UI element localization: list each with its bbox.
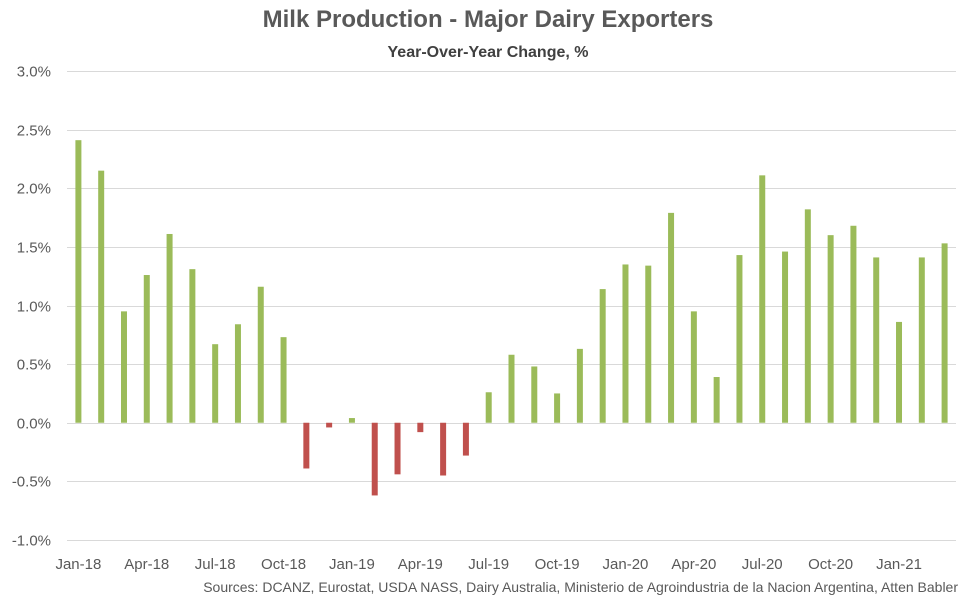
bar-jan-20 [622, 264, 629, 423]
gridlines [67, 71, 956, 541]
x-axis-ticks: Jan-18 Apr-18 Jul-18 Oct-18 Jan-19 Apr-19 Jul-… [55, 556, 921, 573]
y-axis-ticks: -1.0% -0.5% 0.0% 0.5% 1.0% 1.5% 2.0% 2.5% 3.0% [12, 64, 51, 550]
bar-feb-21 [918, 257, 925, 423]
y-tick-label: 1.5% [17, 240, 51, 257]
bars [75, 140, 948, 496]
bar-may-19 [440, 422, 447, 476]
bar-jan-21 [896, 321, 903, 423]
bar-jan-18 [75, 140, 82, 423]
bar-feb-19 [371, 422, 378, 496]
bar-jun-20 [736, 255, 743, 423]
bar-sep-18 [257, 286, 264, 423]
bar-nov-19 [576, 348, 583, 423]
x-tick-label: Oct-19 [535, 556, 580, 573]
bar-jun-18 [189, 269, 196, 423]
y-tick-label: 0.5% [17, 357, 51, 374]
bar-nov-18 [303, 422, 310, 469]
chart-title: Milk Production - Major Dairy Exporters [262, 6, 714, 33]
y-tick-label: 0.0% [17, 416, 51, 433]
x-tick-label: Jul-20 [742, 556, 783, 573]
chart-source-note: Sources: DCANZ, Eurostat, USDA NASS, Dai… [203, 579, 958, 595]
bar-jul-18 [212, 344, 219, 423]
bar-feb-18 [98, 170, 105, 423]
bar-mar-19 [394, 422, 401, 475]
bar-dec-19 [599, 289, 606, 423]
bar-apr-18 [143, 275, 150, 423]
bar-feb-20 [645, 265, 652, 423]
bar-sep-19 [531, 366, 538, 423]
bar-sep-20 [804, 209, 811, 423]
bar-jul-19 [485, 392, 492, 423]
y-tick-label: 2.5% [17, 123, 51, 140]
x-tick-label: Jan-19 [329, 556, 375, 573]
bar-may-20 [713, 377, 720, 423]
x-tick-label: Apr-19 [398, 556, 443, 573]
x-tick-label: Apr-20 [671, 556, 716, 573]
bar-aug-18 [234, 324, 241, 423]
chart-subtitle: Year-Over-Year Change, % [387, 44, 589, 61]
bar-apr-20 [690, 311, 697, 423]
x-tick-label: Oct-18 [261, 556, 306, 573]
x-tick-label: Jan-21 [876, 556, 922, 573]
bar-aug-19 [508, 354, 515, 423]
x-tick-label: Jul-19 [468, 556, 509, 573]
y-tick-label: -0.5% [12, 474, 51, 491]
x-tick-label: Apr-18 [124, 556, 169, 573]
y-tick-label: 3.0% [17, 64, 51, 81]
bar-dec-20 [873, 257, 880, 423]
x-tick-label: Jan-18 [55, 556, 101, 573]
bar-jul-20 [759, 175, 766, 423]
x-tick-label: Oct-20 [808, 556, 853, 573]
bar-mar-20 [668, 212, 675, 423]
bar-aug-20 [782, 251, 789, 423]
x-tick-label: Jul-18 [195, 556, 236, 573]
bar-jun-19 [462, 422, 469, 456]
bar-dec-18 [326, 422, 333, 428]
bar-oct-20 [827, 235, 834, 423]
bar-mar-21 [941, 243, 948, 423]
bar-oct-19 [554, 393, 561, 423]
y-tick-label: 2.0% [17, 181, 51, 198]
bar-jan-19 [348, 418, 355, 423]
bar-nov-20 [850, 225, 857, 423]
y-tick-label: 1.0% [17, 299, 51, 316]
bar-oct-18 [280, 337, 287, 423]
bar-may-18 [166, 233, 173, 423]
bar-apr-19 [417, 422, 424, 433]
x-tick-label: Jan-20 [603, 556, 649, 573]
y-tick-label: -1.0% [12, 533, 51, 550]
bar-mar-18 [120, 311, 127, 423]
